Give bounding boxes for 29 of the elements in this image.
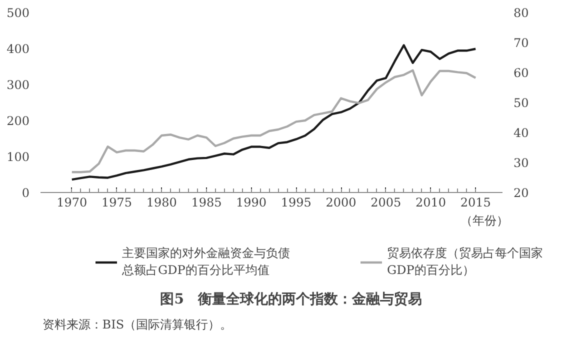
y-tick-label: 300 xyxy=(6,78,30,92)
y-tick-label: 400 xyxy=(6,42,30,56)
x-axis-title: （年份） xyxy=(460,214,509,228)
y2-tick-label: 30 xyxy=(514,156,529,170)
y-tick-label: 0 xyxy=(22,186,30,200)
y2-tick-label: 70 xyxy=(514,36,529,50)
y2-tick-label: 40 xyxy=(514,126,529,140)
x-tick-label: 2005 xyxy=(370,196,402,210)
x-tick-label: 1985 xyxy=(191,196,222,210)
x-tick-label: 1975 xyxy=(101,196,132,210)
y2-tick-label: 20 xyxy=(514,186,529,200)
x-tick-label: 2015 xyxy=(460,196,491,210)
y2-tick-label: 80 xyxy=(514,6,529,20)
y2-tick-label: 60 xyxy=(514,66,529,80)
y-tick-label: 100 xyxy=(6,150,30,164)
text: 资料来源：BIS（国际清算银行）。 xyxy=(42,318,232,332)
text: 图5 衡量全球化的两个指数：金融与贸易 xyxy=(160,290,422,308)
x-tick-label: 2000 xyxy=(326,196,356,210)
y-tick-label: 500 xyxy=(6,6,30,20)
x-tick-label: 1970 xyxy=(56,196,88,210)
x-tick-label: 1980 xyxy=(146,196,177,210)
legend-label: 主要国家的对外金融资金与负债总额占GDP的百分比平均值 xyxy=(122,245,290,279)
y2-tick-label: 50 xyxy=(514,96,529,110)
x-tick-label: 1995 xyxy=(280,196,312,210)
line-series xyxy=(70,44,477,181)
x-tick-label: 1990 xyxy=(236,196,267,210)
y-tick-label: 200 xyxy=(6,114,30,128)
x-tick-label: 2010 xyxy=(415,196,446,210)
line-series xyxy=(70,69,477,174)
